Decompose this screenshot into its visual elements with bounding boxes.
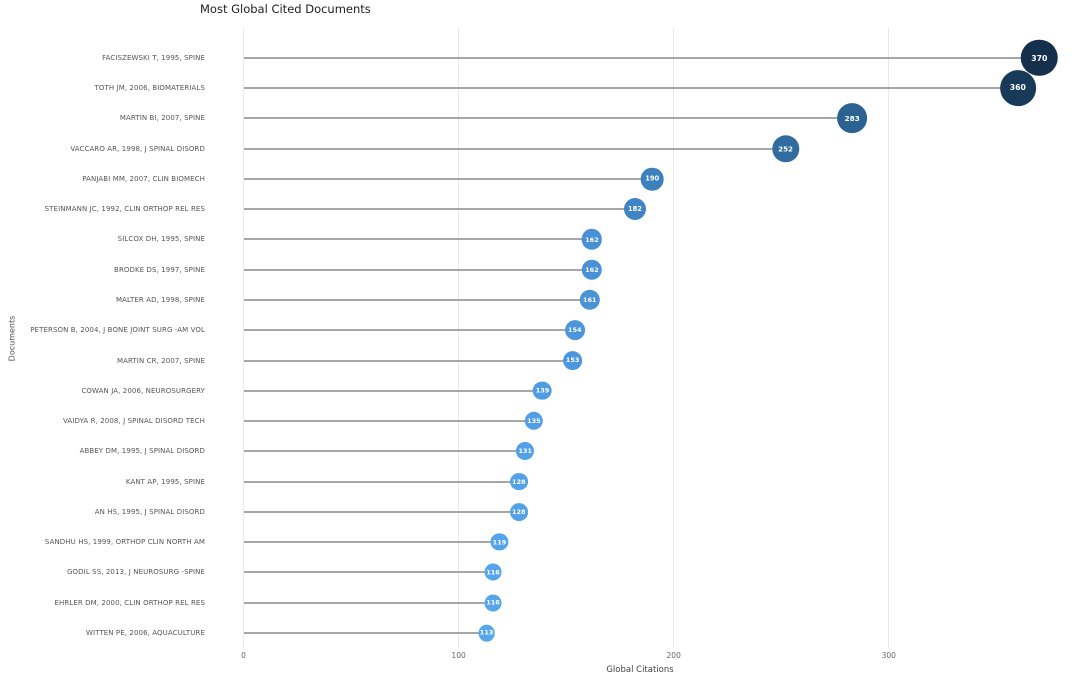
x-gridline xyxy=(458,28,460,648)
lollipop-stem xyxy=(243,420,534,423)
lollipop-stem xyxy=(243,541,500,544)
lollipop-stem xyxy=(243,510,519,513)
category-label: BRODKE DS, 1997, SPINE xyxy=(114,265,205,274)
data-point-marker[interactable]: 360 xyxy=(1000,70,1036,106)
lollipop-stem xyxy=(243,359,573,362)
x-gridline xyxy=(243,28,244,648)
category-label: VACCARO AR, 1998, J SPINAL DISORD xyxy=(70,144,205,153)
data-point-marker[interactable]: 370 xyxy=(1021,39,1058,77)
category-label: TOTH JM, 2006, BIOMATERIALS xyxy=(94,84,205,93)
x-tick-label: 300 xyxy=(881,651,896,660)
data-point-marker[interactable]: 128 xyxy=(509,502,528,521)
lollipop-stem xyxy=(243,177,653,180)
data-point-marker[interactable]: 113 xyxy=(478,624,495,642)
data-point-marker[interactable]: 162 xyxy=(581,259,603,280)
lollipop-stem xyxy=(243,298,590,301)
category-label: MALTER AD, 1998, SPINE xyxy=(115,295,205,304)
data-point-marker[interactable]: 162 xyxy=(581,229,603,250)
lollipop-stem xyxy=(243,389,543,392)
category-label: GODIL SS, 2013, J NEUROSURG -SPINE xyxy=(67,568,205,577)
x-gridline xyxy=(888,28,890,648)
data-point-marker[interactable]: 135 xyxy=(524,411,544,431)
data-point-marker[interactable]: 283 xyxy=(837,103,868,134)
data-point-marker[interactable]: 116 xyxy=(484,563,502,581)
category-label: MARTIN BI, 2007, SPINE xyxy=(119,114,205,123)
category-label: MARTIN CR, 2007, SPINE xyxy=(116,356,205,365)
data-point-marker[interactable]: 131 xyxy=(516,442,535,461)
data-point-marker[interactable]: 153 xyxy=(562,350,583,371)
lollipop-stem xyxy=(243,450,526,453)
lollipop-stem xyxy=(243,56,1040,59)
data-point-marker[interactable]: 139 xyxy=(533,381,552,401)
category-label: ABBEY DM, 1995, J SPINAL DISORD xyxy=(79,447,205,456)
lollipop-stem xyxy=(243,601,494,604)
category-label: PANJABI MM, 2007, CLIN BIOMECH xyxy=(82,174,205,183)
data-point-marker[interactable]: 252 xyxy=(771,134,800,163)
x-tick-label: 100 xyxy=(451,651,466,660)
x-gridline xyxy=(673,28,675,648)
category-label: EHRLER DM, 2000, CLIN ORTHOP REL RES xyxy=(54,598,205,607)
category-label: VAIDYA R, 2008, J SPINAL DISORD TECH xyxy=(62,417,205,426)
data-point-marker[interactable]: 116 xyxy=(484,594,502,612)
lollipop-stem xyxy=(243,480,519,483)
category-label: WITTEN PE, 2006, AQUACULTURE xyxy=(85,628,205,637)
lollipop-stem xyxy=(243,631,487,634)
x-tick-label: 0 xyxy=(241,651,246,660)
data-point-marker[interactable]: 119 xyxy=(490,533,509,551)
x-axis-title: Global Citations xyxy=(606,665,674,675)
lollipop-stem xyxy=(243,571,494,574)
category-label: AN HS, 1995, J SPINAL DISORD xyxy=(94,507,205,516)
category-label: FACISZEWSKI T, 1995, SPINE xyxy=(102,53,205,62)
lollipop-stem xyxy=(243,268,592,271)
category-label: PETERSON B, 2004, J BONE JOINT SURG -AM … xyxy=(30,326,205,335)
category-label: KANT AP, 1995, SPINE xyxy=(125,477,205,486)
category-label: STEINMANN JC, 1992, CLIN ORTHOP REL RES xyxy=(44,205,205,214)
lollipop-stem xyxy=(243,147,786,150)
chart-title: Most Global Cited Documents xyxy=(200,2,371,16)
data-point-marker[interactable]: 154 xyxy=(564,320,585,341)
lollipop-stem xyxy=(243,87,1018,90)
lollipop-stem xyxy=(243,117,853,120)
data-point-marker[interactable]: 182 xyxy=(623,198,646,221)
data-point-marker[interactable]: 190 xyxy=(640,167,664,191)
category-label: COWAN JA, 2006, NEUROSURGERY xyxy=(81,386,205,395)
category-label: SILCOX DH, 1995, SPINE xyxy=(117,235,205,244)
category-label: SANDHU HS, 1999, ORTHOP CLIN NORTH AM xyxy=(44,538,205,547)
lollipop-stem xyxy=(243,238,592,241)
lollipop-stem xyxy=(243,208,635,211)
x-tick-label: 200 xyxy=(666,651,681,660)
lollipop-stem xyxy=(243,329,575,332)
data-point-marker[interactable]: 161 xyxy=(579,289,600,311)
data-point-marker[interactable]: 128 xyxy=(509,472,528,491)
